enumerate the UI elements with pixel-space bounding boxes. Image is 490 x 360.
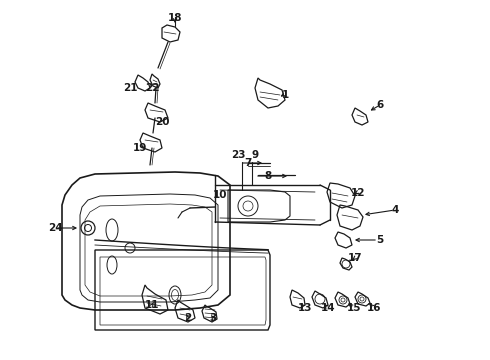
Text: 18: 18	[168, 13, 182, 23]
Text: 6: 6	[376, 100, 384, 110]
Text: 8: 8	[265, 171, 271, 181]
Text: 5: 5	[376, 235, 384, 245]
Text: 7: 7	[245, 158, 252, 168]
Text: 19: 19	[133, 143, 147, 153]
Text: 15: 15	[347, 303, 361, 313]
Text: 1: 1	[281, 90, 289, 100]
Text: 24: 24	[48, 223, 62, 233]
Text: 23: 23	[231, 150, 245, 160]
Text: 16: 16	[367, 303, 381, 313]
Text: 12: 12	[351, 188, 365, 198]
Text: 20: 20	[155, 117, 169, 127]
Text: 3: 3	[209, 313, 217, 323]
Text: 11: 11	[145, 300, 159, 310]
Text: 21: 21	[123, 83, 137, 93]
Text: 9: 9	[251, 150, 259, 160]
Text: 13: 13	[298, 303, 312, 313]
Text: 2: 2	[184, 313, 192, 323]
Text: 17: 17	[348, 253, 362, 263]
Text: 22: 22	[145, 83, 159, 93]
Text: 14: 14	[320, 303, 335, 313]
Text: 10: 10	[213, 190, 227, 200]
Text: 4: 4	[392, 205, 399, 215]
